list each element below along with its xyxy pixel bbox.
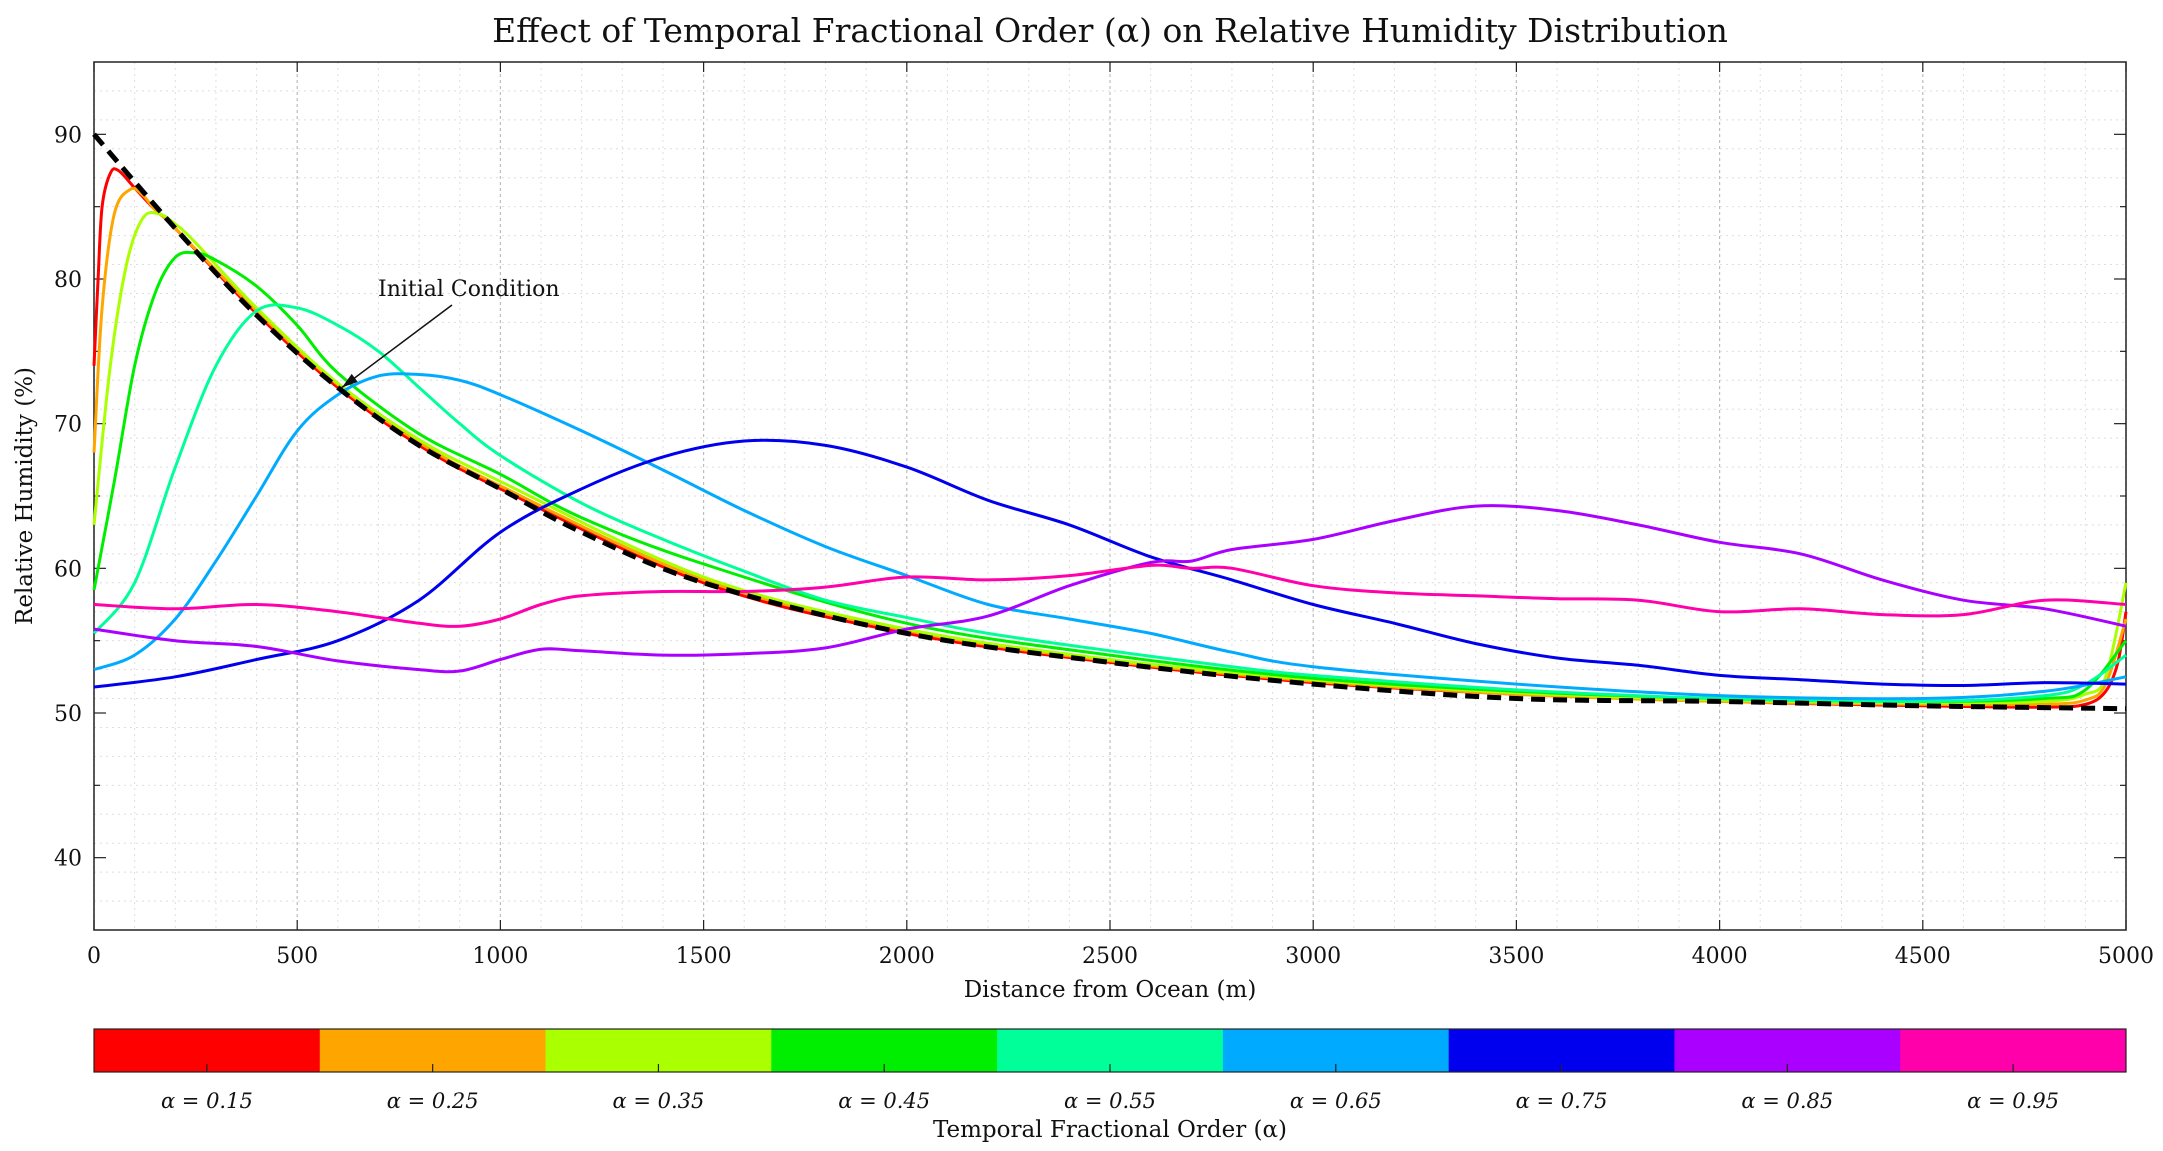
annotation-arrow bbox=[341, 304, 453, 389]
x-tick-label: 2000 bbox=[879, 944, 935, 969]
x-tick-label: 2500 bbox=[1082, 944, 1138, 969]
series-line-alpha-055 bbox=[92, 303, 2127, 704]
colorbar-label: α = 0.55 bbox=[1064, 1089, 1156, 1113]
annotation-text: Initial Condition bbox=[378, 277, 560, 302]
y-tick-label: 80 bbox=[54, 268, 82, 293]
colorbar-label: α = 0.15 bbox=[161, 1089, 253, 1113]
y-tick-label: 50 bbox=[54, 702, 82, 727]
y-tick-label: 90 bbox=[54, 123, 82, 148]
annotation: Initial Condition bbox=[341, 277, 560, 389]
chart-title: Effect of Temporal Fractional Order (α) … bbox=[492, 11, 1728, 50]
y-tick-label: 60 bbox=[54, 557, 82, 582]
axis-ticks: 0 500 1000 1500 2000 2500 3000 3500 4000 4500 5000… bbox=[54, 62, 2154, 969]
x-tick-label: 4500 bbox=[1895, 944, 1951, 969]
x-tick-label: 3500 bbox=[1488, 944, 1544, 969]
series-line-alpha-095 bbox=[93, 563, 2127, 628]
series-line-alpha-065 bbox=[93, 372, 2127, 701]
colorbar: α = 0.15 α = 0.25 α = 0.35 α = 0.45 α = 0.55… bbox=[93, 1028, 2127, 1113]
colorbar-label: α = 0.45 bbox=[838, 1089, 930, 1113]
series-line-alpha-075 bbox=[93, 438, 2127, 689]
colorbar-label: α = 0.35 bbox=[612, 1089, 704, 1113]
colorbar-label: α = 0.25 bbox=[387, 1089, 479, 1113]
colorbar-label: α = 0.65 bbox=[1290, 1089, 1382, 1113]
colorbar-title: Temporal Fractional Order (α) bbox=[933, 1117, 1287, 1143]
x-tick-label: 3000 bbox=[1285, 944, 1341, 969]
y-tick-label: 70 bbox=[54, 413, 82, 438]
colorbar-label: α = 0.75 bbox=[1516, 1089, 1608, 1113]
x-tick-label: 0 bbox=[87, 944, 101, 969]
series-line-initial-condition bbox=[92, 132, 2127, 712]
y-tick-label: 40 bbox=[54, 847, 82, 872]
y-axis-title: Relative Humidity (%) bbox=[12, 367, 38, 625]
x-tick-label: 500 bbox=[276, 944, 318, 969]
x-axis-title: Distance from Ocean (m) bbox=[964, 977, 1257, 1003]
annotation-arrowhead bbox=[341, 373, 358, 388]
colorbar-label: α = 0.95 bbox=[1967, 1089, 2059, 1113]
series-line-alpha-085 bbox=[93, 504, 2127, 674]
x-tick-label: 1000 bbox=[472, 944, 528, 969]
x-tick-label: 1500 bbox=[676, 944, 732, 969]
grid bbox=[93, 61, 2127, 931]
x-tick-label: 5000 bbox=[2098, 944, 2154, 969]
series-lines bbox=[92, 132, 2128, 712]
colorbar-label: α = 0.85 bbox=[1741, 1089, 1833, 1113]
x-tick-label: 4000 bbox=[1692, 944, 1748, 969]
